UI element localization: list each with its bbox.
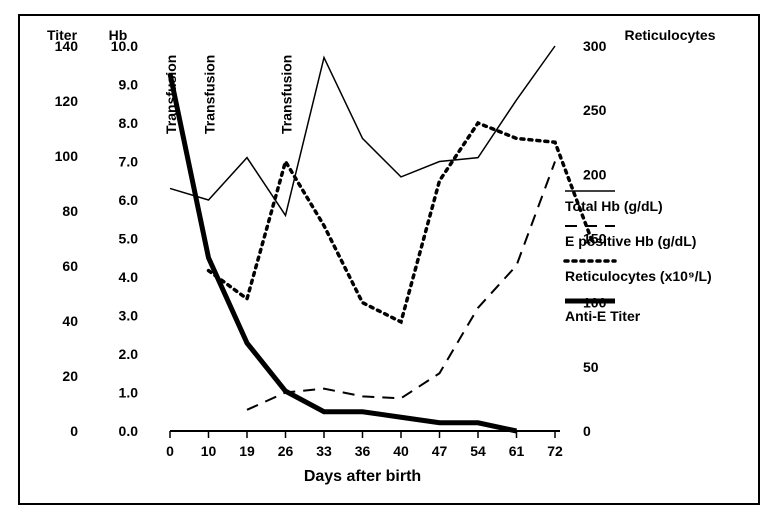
retic-tick: 300 <box>583 38 607 54</box>
legend-reticulocytes: Reticulocytes (x10⁹/L) <box>565 268 712 284</box>
hb-tick: 9.0 <box>119 77 139 93</box>
hb-tick: 5.0 <box>119 231 139 247</box>
hb-tick: 4.0 <box>119 269 139 285</box>
legend-epos-hb: E positive Hb (g/dL) <box>565 233 696 249</box>
chart-svg: 0 10 19 26 33 36 40 47 54 61 72 Days after birth 0 20… <box>20 16 762 507</box>
titer-tick: 20 <box>62 368 78 384</box>
legend-anti-e-titer: Anti-E Titer <box>565 308 641 324</box>
x-tick: 19 <box>239 443 255 459</box>
retic-tick: 200 <box>583 166 607 182</box>
reticulocytes-line <box>209 123 594 322</box>
titer-tick: 100 <box>55 148 79 164</box>
hb-tick: 3.0 <box>119 308 139 324</box>
x-tick: 54 <box>470 443 486 459</box>
titer-axis-label: Titer <box>47 27 78 43</box>
hb-tick: 6.0 <box>119 192 139 208</box>
titer-tick: 80 <box>62 203 78 219</box>
hb-tick: 7.0 <box>119 154 139 170</box>
x-tick: 33 <box>316 443 332 459</box>
retic-tick: 0 <box>583 423 591 439</box>
transfusion-annotation: Transfusion <box>279 55 295 134</box>
transfusion-annotation: Transfusion <box>202 55 218 134</box>
retic-axis-label: Reticulocytes <box>624 27 715 43</box>
x-axis-title: Days after birth <box>304 468 421 485</box>
hb-tick: 0.0 <box>119 423 139 439</box>
x-tick: 36 <box>355 443 371 459</box>
x-tick: 10 <box>201 443 217 459</box>
anti-e-titer-line <box>170 74 517 432</box>
titer-tick: 0 <box>70 423 78 439</box>
hb-tick: 1.0 <box>119 385 139 401</box>
epos-hb-line <box>247 162 555 410</box>
legend-total-hb: Total Hb (g/dL) <box>565 198 663 214</box>
x-tick: 26 <box>278 443 294 459</box>
hb-axis-label: Hb <box>109 27 128 43</box>
titer-tick: 120 <box>55 93 79 109</box>
x-tick: 47 <box>432 443 448 459</box>
x-tick: 72 <box>547 443 563 459</box>
x-tick: 0 <box>166 443 174 459</box>
titer-tick: 60 <box>62 258 78 274</box>
retic-tick: 50 <box>583 359 599 375</box>
x-tick: 40 <box>393 443 409 459</box>
x-tick: 61 <box>509 443 525 459</box>
titer-tick: 40 <box>62 313 78 329</box>
transfusion-annotation: Transfusion <box>163 55 179 134</box>
chart-frame: 0 10 19 26 33 36 40 47 54 61 72 Days after birth 0 20… <box>18 14 760 505</box>
retic-tick: 250 <box>583 102 607 118</box>
hb-tick: 2.0 <box>119 346 139 362</box>
hb-tick: 8.0 <box>119 115 139 131</box>
